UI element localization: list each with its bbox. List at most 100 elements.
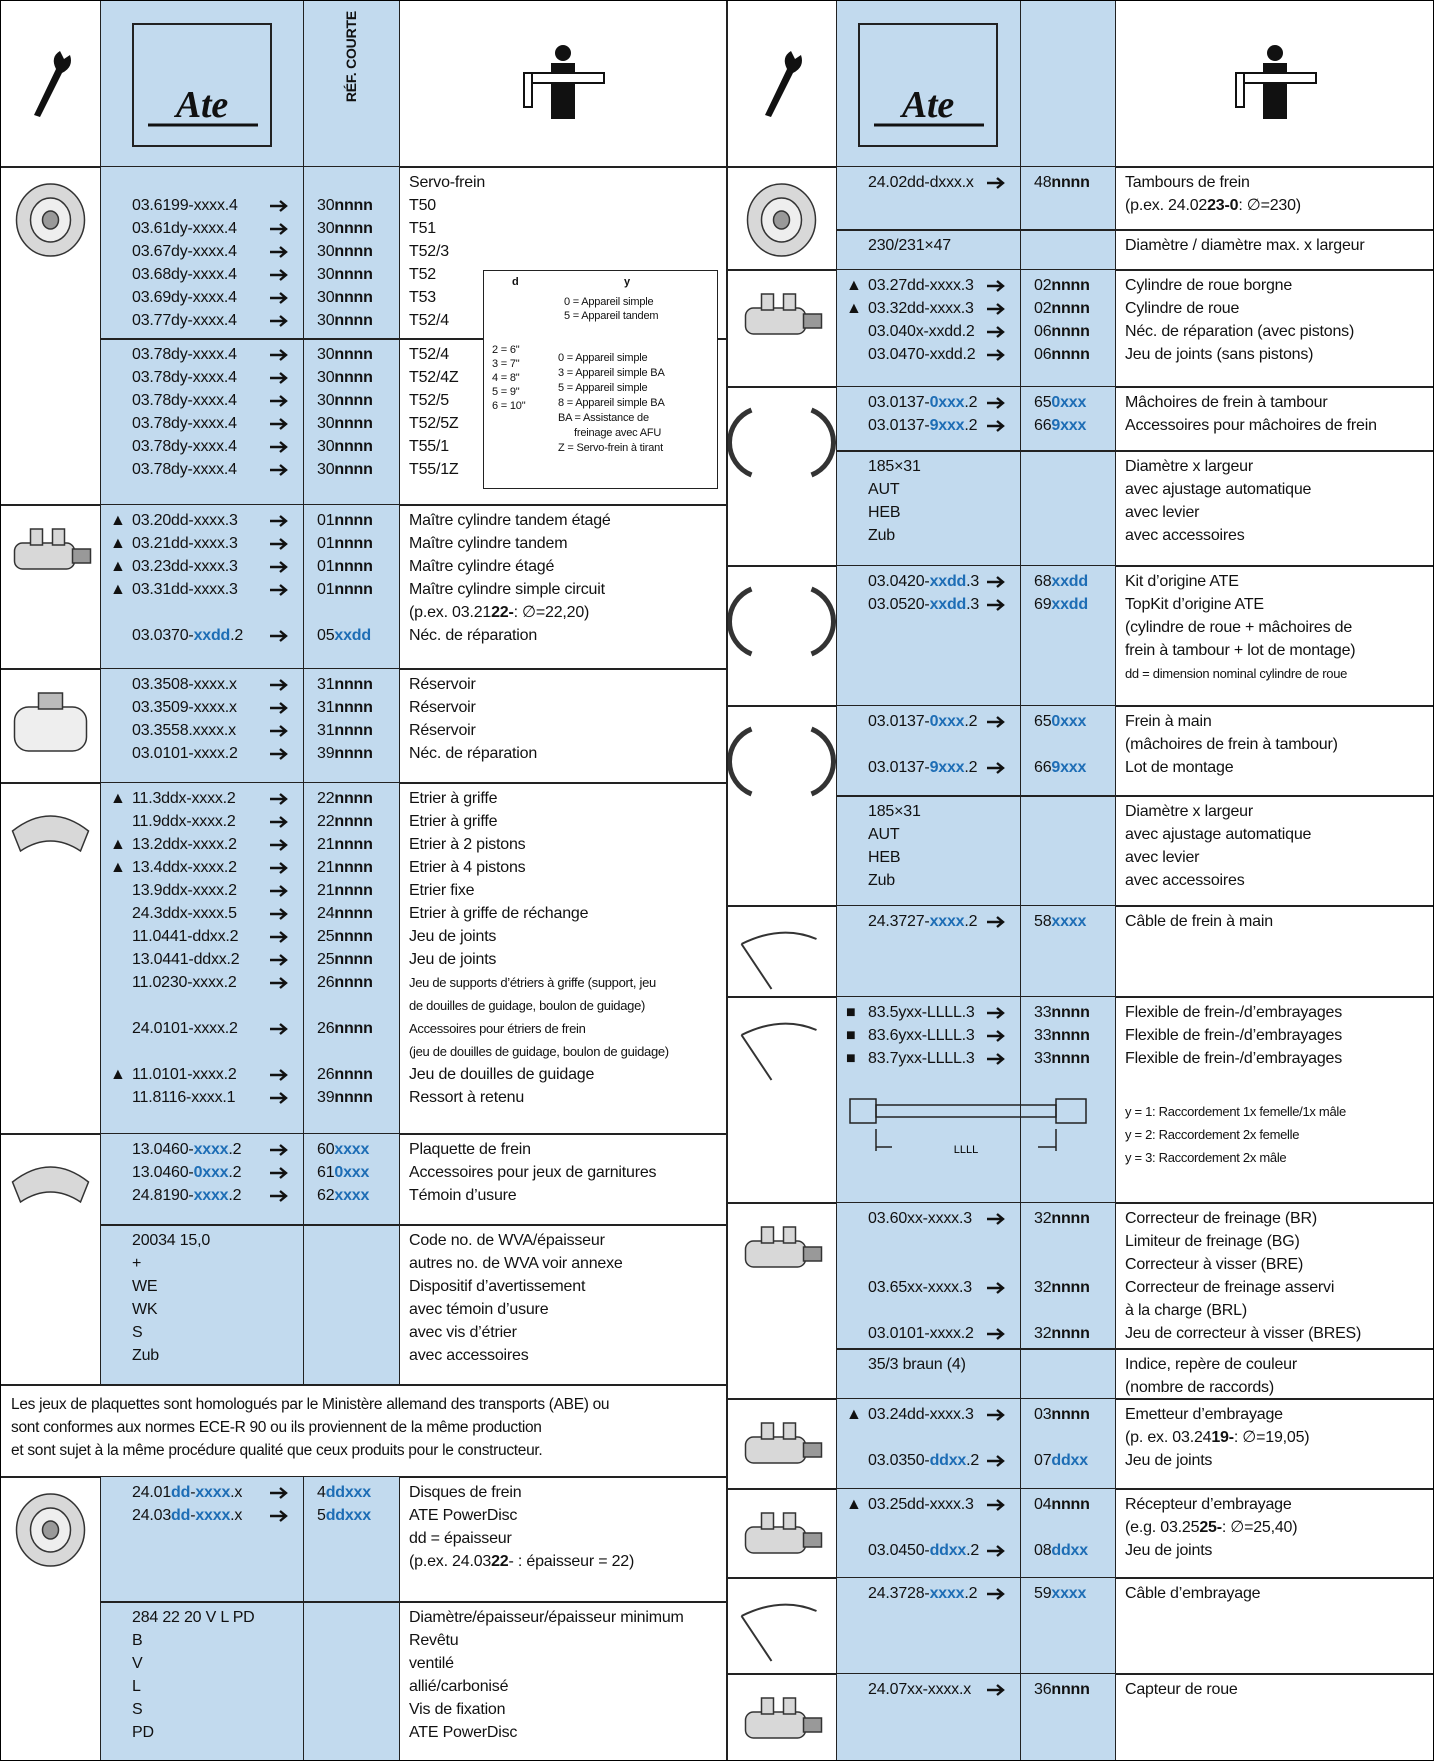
short-ref: 33nnnn bbox=[1034, 1047, 1090, 1070]
description: T52/3 bbox=[409, 243, 449, 260]
dimension-label: LLLL bbox=[954, 1144, 978, 1156]
description: Néc. de réparation bbox=[409, 627, 538, 644]
ref-number: 03.24dd-xxxx.3 bbox=[868, 1406, 974, 1423]
text-part: 30 bbox=[317, 369, 335, 386]
text-part: 30 bbox=[317, 438, 335, 455]
ref-number: 13.0460-xxxx.2 bbox=[132, 1138, 242, 1161]
description: Code no. de WVA/épaisseur bbox=[409, 1232, 605, 1249]
text-part: 26 bbox=[317, 974, 335, 991]
description: Témoin d’usure bbox=[409, 1187, 517, 1204]
bold-part: nnnn bbox=[334, 220, 373, 237]
text-part: 04 bbox=[1034, 1496, 1052, 1513]
bold-part: nnnn bbox=[334, 346, 373, 363]
arrow-icon bbox=[987, 716, 1005, 728]
arrow-shape bbox=[987, 1409, 1005, 1421]
arrow-shape bbox=[270, 725, 288, 737]
code-highlight: xxdd bbox=[1051, 573, 1088, 590]
code-highlight: xxxx bbox=[193, 1141, 229, 1158]
arrow-shape bbox=[270, 538, 288, 550]
code-highlight: xxxx bbox=[1051, 1585, 1087, 1602]
arrow-icon bbox=[270, 441, 288, 453]
rule bbox=[99, 783, 101, 1134]
ref-number: 03.6199-xxxx.4 bbox=[132, 197, 238, 214]
description: Kit d’origine ATE bbox=[1125, 573, 1239, 590]
ref-number: 03.78dy-xxxx.4 bbox=[132, 438, 237, 455]
short-ref: 30nnnn bbox=[317, 366, 373, 389]
bold-part: nnnn bbox=[334, 581, 373, 598]
arrow-icon bbox=[270, 372, 288, 384]
marker: ▲ bbox=[846, 1496, 862, 1513]
description: Diamètre x largeur bbox=[1125, 803, 1254, 820]
marker: ▲ bbox=[110, 1066, 126, 1083]
short-ref: 06nnnn bbox=[1034, 343, 1090, 366]
part-icon bbox=[740, 1022, 817, 1081]
arrow-icon bbox=[987, 420, 1005, 432]
ref-number: 03.27dd-xxxx.3 bbox=[868, 277, 974, 294]
text-part: 39 bbox=[317, 745, 335, 762]
description: Etrier à griffe de réchange bbox=[409, 905, 589, 922]
rule bbox=[1114, 997, 1116, 1203]
text-part: 39 bbox=[317, 1089, 335, 1106]
arrow-icon bbox=[270, 223, 288, 235]
ref-number: 03.32dd-xxxx.3 bbox=[868, 300, 974, 317]
rule bbox=[302, 783, 304, 1134]
text-part: 03 bbox=[1034, 1406, 1052, 1423]
bold-part: 19- bbox=[1211, 1429, 1234, 1446]
ref-number: 03.0137-0xxx.2 bbox=[868, 391, 978, 414]
ate-logo: Ate bbox=[858, 23, 998, 147]
short-ref: 30nnnn bbox=[317, 217, 373, 240]
legend-text: 3 = 7" bbox=[492, 358, 520, 370]
marker: ■ bbox=[846, 1050, 856, 1067]
short-ref: 30nnnn bbox=[317, 389, 373, 412]
short-ref: 30nnnn bbox=[317, 194, 373, 217]
part-icon bbox=[746, 183, 817, 257]
hose-end bbox=[849, 1098, 877, 1124]
text-part: 03.0420- bbox=[868, 573, 930, 590]
arrow-shape bbox=[987, 576, 1005, 588]
arrow-shape bbox=[987, 1328, 1005, 1340]
bold-part: 22- bbox=[491, 604, 514, 621]
description: y = 1: Raccordement 1x femelle/1x mâle bbox=[1125, 1104, 1346, 1119]
arrow-icon bbox=[987, 1499, 1005, 1511]
description: Dispositif d’avertissement bbox=[409, 1278, 586, 1295]
description: Jeu de joints (sans pistons) bbox=[1125, 346, 1314, 363]
rule bbox=[835, 1203, 837, 1399]
code-highlight: 9xxx bbox=[929, 759, 965, 776]
rule bbox=[398, 1134, 400, 1385]
icon-shape bbox=[744, 1711, 807, 1739]
description: Etrier à griffe bbox=[409, 813, 498, 830]
description: (p.ex. 03.2122-: ∅=22,20) bbox=[409, 601, 589, 624]
description: Diamètre x largeur bbox=[1125, 458, 1254, 475]
text-part: 30 bbox=[317, 243, 335, 260]
text-part: 33 bbox=[1034, 1027, 1052, 1044]
short-ref: 01nnnn bbox=[317, 555, 373, 578]
rule bbox=[99, 1477, 101, 1760]
ref-number: + bbox=[132, 1255, 142, 1272]
bold-part: nnnn bbox=[334, 745, 373, 762]
text-part: 30 bbox=[317, 392, 335, 409]
ref-number: 03.0137-0xxx.2 bbox=[868, 710, 978, 733]
text-part: .3 bbox=[966, 573, 980, 590]
ref-number: 13.0441-ddxx.2 bbox=[132, 951, 240, 968]
text-part: .2 bbox=[966, 1452, 980, 1469]
icon-shape bbox=[810, 726, 836, 797]
description: avec accessoires bbox=[409, 1347, 529, 1364]
icon-shape bbox=[13, 542, 76, 570]
description: Correcteur de freinage asservi bbox=[1125, 1279, 1335, 1296]
marker: ▲ bbox=[110, 581, 126, 598]
text-part: .x bbox=[230, 1507, 243, 1524]
arrow-icon bbox=[270, 538, 288, 550]
description: Correcteur à visser (BRE) bbox=[1125, 1256, 1304, 1273]
note-text: et sont sujet à la même procédure qualit… bbox=[11, 1442, 543, 1459]
short-ref: 06nnnn bbox=[1034, 320, 1090, 343]
arrow-shape bbox=[270, 464, 288, 476]
part-icon bbox=[727, 586, 836, 657]
rule bbox=[1019, 566, 1021, 706]
description: Plaquette de frein bbox=[409, 1141, 531, 1158]
ref-number: V bbox=[132, 1655, 143, 1672]
marker: ▲ bbox=[110, 558, 126, 575]
column-blue bbox=[836, 1399, 1115, 1489]
rule bbox=[1114, 566, 1116, 706]
code-highlight: ddxx bbox=[929, 1452, 967, 1469]
short-ref: 21nnnn bbox=[317, 833, 373, 856]
